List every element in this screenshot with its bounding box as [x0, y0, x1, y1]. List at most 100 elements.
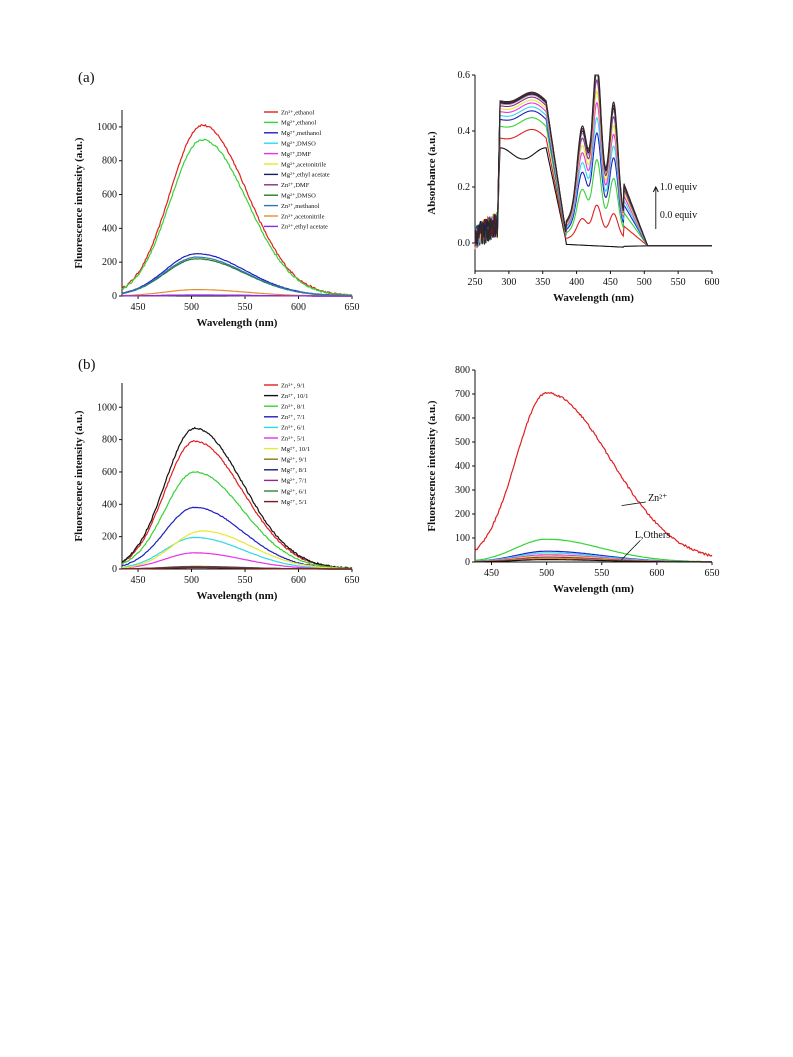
legend-entry: Mg²⁺,methanol — [281, 130, 321, 137]
x-tick-label: 600 — [649, 568, 664, 579]
y-tick-label: 1000 — [97, 402, 117, 413]
y-tick-label: 100 — [455, 533, 470, 544]
y-tick-label: 600 — [455, 413, 470, 424]
x-tick-label: 600 — [291, 302, 306, 313]
x-tick-label: 250 — [468, 277, 483, 288]
legend-entry: Zn²⁺,DMF — [281, 182, 310, 189]
y-tick-label: 400 — [455, 461, 470, 472]
legend-entry: Zn²⁺, 7/1 — [281, 414, 305, 421]
series-line — [474, 391, 713, 557]
series-line — [474, 538, 713, 563]
x-tick-label: 600 — [291, 575, 306, 586]
legend-entry: Zn²⁺, 10/1 — [281, 393, 308, 400]
legend-entry: Mg²⁺, 9/1 — [281, 457, 307, 464]
x-axis-label: Wavelength (nm) — [197, 590, 278, 602]
fluorescence-solvent-chart: 450 500 550 600 650 0 200 400 600 800 1000 Waveleng… — [73, 109, 360, 329]
panel-label-a: (a) — [78, 70, 95, 86]
x-tick-label: 500 — [184, 575, 199, 586]
y-tick-label: 0.2 — [458, 182, 471, 193]
x-tick-label: 550 — [671, 277, 686, 288]
y-tick-label: 400 — [102, 223, 117, 234]
panel-label-b: (b) — [78, 357, 96, 373]
y-tick-label: 400 — [102, 499, 117, 510]
x-tick-label: 500 — [539, 568, 554, 579]
legend-entry: Zn²⁺,ethyl acetate — [281, 224, 328, 231]
zn-annotation-arrow — [621, 501, 646, 506]
x-tick-label: 550 — [238, 302, 253, 313]
x-tick-label: 650 — [345, 302, 360, 313]
x-tick-label: 350 — [535, 277, 550, 288]
legend-entry: Mg²⁺,ethanol — [281, 120, 316, 127]
y-axis-label: Fluorescence intensity (a.u.) — [426, 400, 438, 532]
y-tick-label: 800 — [102, 435, 117, 446]
y-axis-label: Absorbance (a.u.) — [426, 131, 438, 215]
series-line — [121, 552, 352, 570]
legend-entry: Mg²⁺,ethyl acetate — [281, 172, 330, 179]
x-tick-label: 400 — [569, 277, 584, 288]
y-tick-label: 0 — [112, 291, 117, 302]
y-axis-label: Fluorescence intensity (a.u.) — [73, 137, 85, 269]
x-tick-label: 500 — [637, 277, 652, 288]
y-tick-label: 0 — [112, 564, 117, 575]
fluorescence-selectivity-chart: 450 500 550 600 650 0 100 200 300 400 500 600 700 800… — [426, 365, 720, 595]
legend-entry: Zn²⁺, 9/1 — [281, 382, 305, 389]
x-tick-label: 450 — [484, 568, 499, 579]
legend-entry: Zn²⁺, 5/1 — [281, 435, 305, 442]
series-line — [121, 123, 353, 297]
y-tick-label: 200 — [455, 509, 470, 520]
y-tick-label: 0.6 — [458, 70, 471, 81]
series-line — [122, 294, 352, 297]
y-tick-label: 800 — [102, 156, 117, 167]
y-tick-label: 0 — [465, 557, 470, 568]
equiv-bottom-annotation: 0.0 equiv — [660, 210, 697, 221]
x-tick-label: 450 — [603, 277, 618, 288]
legend-entry: Mg²⁺,DMSO — [281, 193, 316, 200]
y-tick-label: 500 — [455, 437, 470, 448]
absorbance-titration-chart: 250 300 350 400 450 500 550 600 0.0 0.2 0.4 0.6 Wave… — [426, 70, 720, 304]
x-tick-label: 600 — [705, 277, 720, 288]
legend-entry: Zn²⁺, 6/1 — [281, 425, 305, 432]
legend-entry: Mg²⁺, 5/1 — [281, 499, 307, 506]
y-tick-label: 300 — [455, 485, 470, 496]
legend-entry: Zn²⁺,ethanol — [281, 109, 315, 116]
y-tick-label: 200 — [102, 532, 117, 543]
x-tick-label: 450 — [131, 302, 146, 313]
x-axis-label: Wavelength (nm) — [197, 317, 278, 329]
others-annotation: L,Others — [635, 530, 670, 541]
legend-entry: Zn²⁺, 8/1 — [281, 404, 305, 411]
x-tick-label: 550 — [594, 568, 609, 579]
legend-entry: Mg²⁺, 10/1 — [281, 446, 310, 453]
series-line — [121, 426, 353, 570]
x-tick-label: 500 — [184, 302, 199, 313]
x-tick-label: 300 — [501, 277, 516, 288]
series-line — [121, 536, 353, 570]
zn-annotation: Zn²⁺ — [648, 493, 667, 504]
x-axis-label: Wavelength (nm) — [553, 292, 634, 304]
legend-entry: Zn²⁺,methanol — [281, 203, 320, 210]
x-tick-label: 650 — [345, 575, 360, 586]
series-line — [121, 471, 353, 570]
y-tick-label: 600 — [102, 467, 117, 478]
series-line — [122, 567, 352, 570]
others-annotation-arrow — [621, 540, 641, 560]
series-line — [121, 138, 353, 297]
y-tick-label: 600 — [102, 190, 117, 201]
legend-entry: Mg²⁺,DMSO — [281, 141, 316, 148]
x-axis-label: Wavelength (nm) — [553, 583, 634, 595]
legend-entry: Mg²⁺,DMF — [281, 151, 312, 158]
series-line — [121, 440, 353, 570]
x-tick-label: 650 — [705, 568, 720, 579]
legend-entry: Mg²⁺, 7/1 — [281, 478, 307, 485]
series-line — [475, 559, 712, 563]
equiv-top-annotation: 1.0 equiv — [660, 182, 697, 193]
series-line — [121, 530, 353, 570]
series-line — [121, 256, 353, 297]
y-tick-label: 0.4 — [458, 126, 471, 137]
series-line — [121, 506, 352, 570]
y-tick-label: 1000 — [97, 122, 117, 133]
fluorescence-ratio-chart: 450 500 550 600 650 0 200 400 600 800 1000 Waveleng… — [73, 382, 360, 602]
x-tick-label: 550 — [238, 575, 253, 586]
legend-entry: Mg²⁺,acetonitrile — [281, 161, 326, 168]
legend-entry: Mg²⁺, 6/1 — [281, 488, 307, 495]
y-tick-label: 200 — [102, 257, 117, 268]
